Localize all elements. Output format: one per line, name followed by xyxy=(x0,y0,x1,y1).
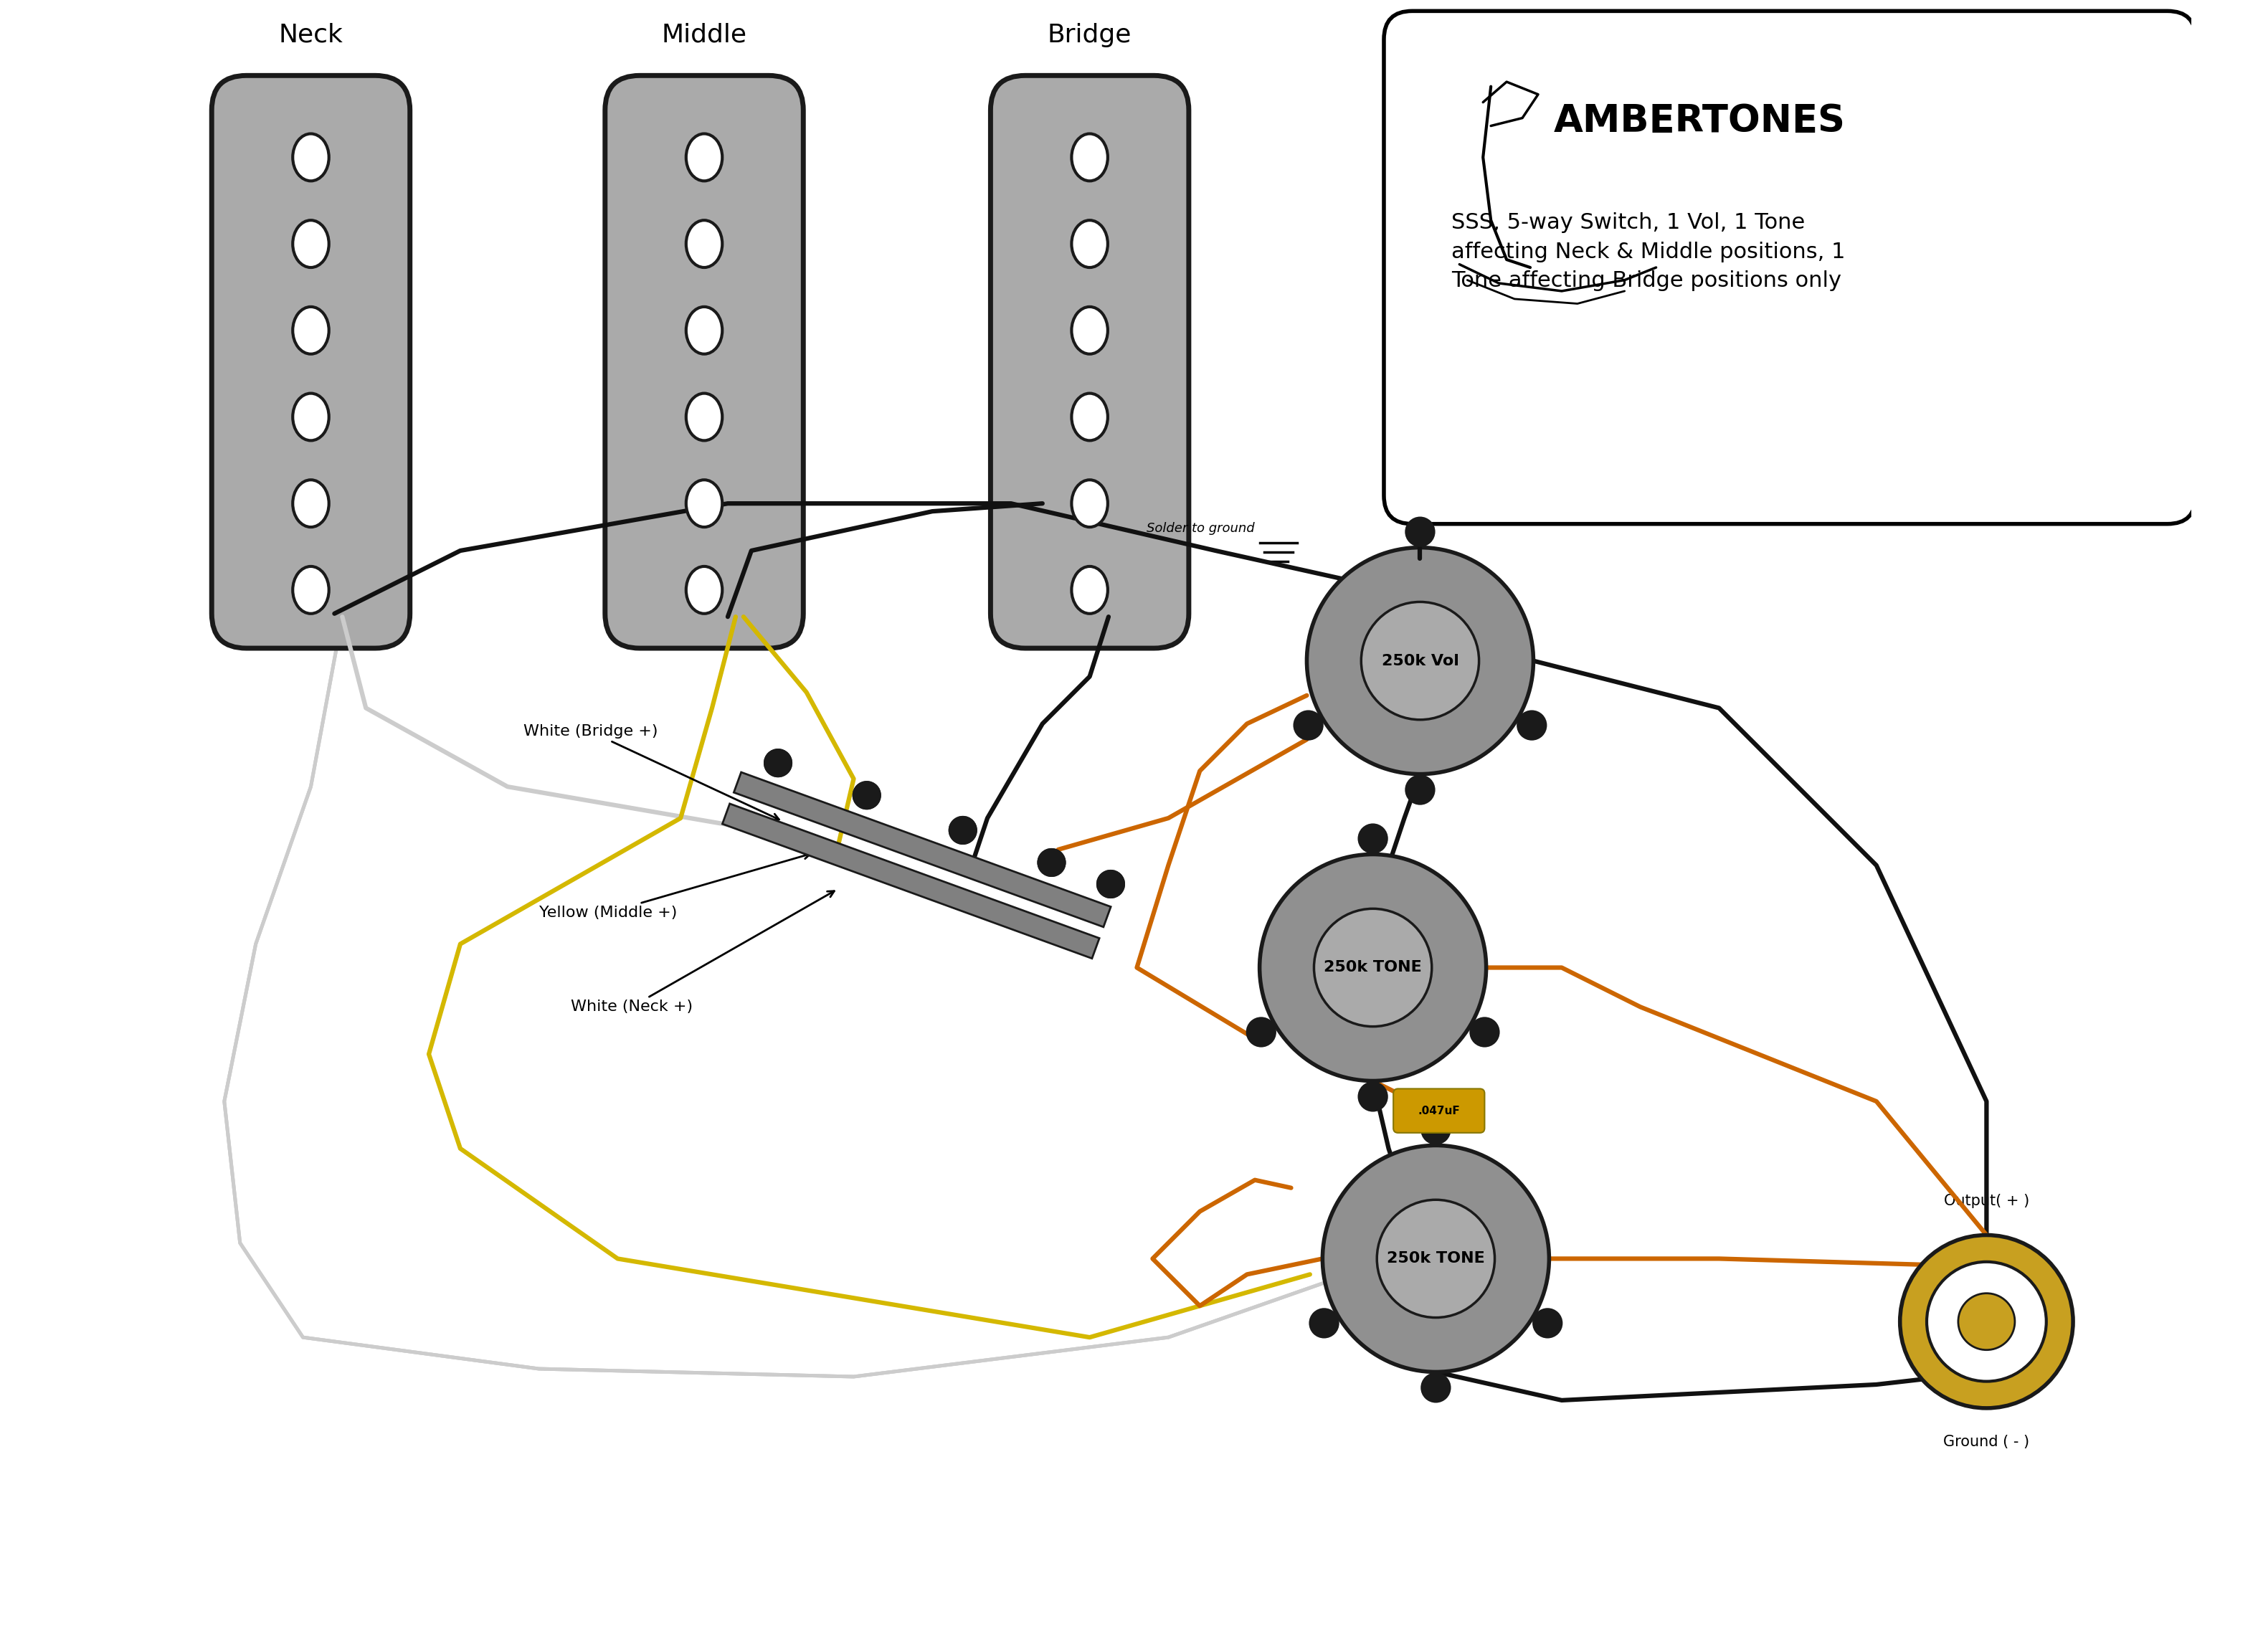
Circle shape xyxy=(1097,871,1124,897)
Circle shape xyxy=(1323,1145,1549,1371)
Circle shape xyxy=(948,816,975,844)
Ellipse shape xyxy=(294,393,330,441)
Circle shape xyxy=(1423,1115,1450,1143)
Ellipse shape xyxy=(1073,479,1109,527)
Circle shape xyxy=(1307,547,1533,775)
Circle shape xyxy=(854,781,881,809)
Ellipse shape xyxy=(686,307,723,354)
Circle shape xyxy=(1039,849,1066,876)
Circle shape xyxy=(1407,776,1434,805)
Circle shape xyxy=(1423,1373,1450,1403)
Text: White (Neck +): White (Neck +) xyxy=(571,890,833,1014)
Circle shape xyxy=(1362,601,1479,720)
Circle shape xyxy=(1359,824,1386,852)
Circle shape xyxy=(1359,1082,1386,1110)
Polygon shape xyxy=(723,803,1100,958)
Ellipse shape xyxy=(1073,567,1109,613)
Text: Neck: Neck xyxy=(278,23,343,48)
Text: Output( + ): Output( + ) xyxy=(1944,1194,2030,1208)
FancyBboxPatch shape xyxy=(991,76,1188,648)
Text: Yellow (Middle +): Yellow (Middle +) xyxy=(540,852,811,920)
Circle shape xyxy=(1533,1308,1563,1338)
FancyBboxPatch shape xyxy=(1384,12,2195,524)
FancyBboxPatch shape xyxy=(1393,1089,1484,1133)
Ellipse shape xyxy=(1073,220,1109,268)
Ellipse shape xyxy=(294,307,330,354)
Ellipse shape xyxy=(686,393,723,441)
Text: Ground ( - ): Ground ( - ) xyxy=(1944,1436,2030,1449)
Circle shape xyxy=(1097,871,1124,897)
Text: .047uF: .047uF xyxy=(1418,1105,1461,1117)
Ellipse shape xyxy=(294,479,330,527)
Circle shape xyxy=(1294,710,1323,740)
FancyBboxPatch shape xyxy=(212,76,411,648)
Circle shape xyxy=(1926,1262,2046,1381)
Circle shape xyxy=(1260,854,1486,1080)
Text: White (Bridge +): White (Bridge +) xyxy=(524,725,779,819)
Ellipse shape xyxy=(686,479,723,527)
Ellipse shape xyxy=(1073,393,1109,441)
Circle shape xyxy=(1470,1018,1499,1046)
Circle shape xyxy=(1246,1018,1276,1046)
Circle shape xyxy=(854,781,881,809)
Circle shape xyxy=(765,750,790,776)
Circle shape xyxy=(1407,517,1434,545)
Text: AMBERTONES: AMBERTONES xyxy=(1554,102,1845,139)
Circle shape xyxy=(1310,1308,1339,1338)
Text: Middle: Middle xyxy=(662,23,747,48)
Text: 250k TONE: 250k TONE xyxy=(1386,1252,1486,1265)
Ellipse shape xyxy=(1073,307,1109,354)
Text: Bridge: Bridge xyxy=(1048,23,1131,48)
Polygon shape xyxy=(734,771,1111,927)
Circle shape xyxy=(1958,1294,2014,1350)
Circle shape xyxy=(1377,1199,1495,1318)
Circle shape xyxy=(1517,710,1547,740)
Text: Solder to ground: Solder to ground xyxy=(1147,522,1255,535)
Ellipse shape xyxy=(686,220,723,268)
Ellipse shape xyxy=(294,134,330,182)
Circle shape xyxy=(1314,909,1432,1026)
Text: 250k Vol: 250k Vol xyxy=(1382,654,1459,667)
Ellipse shape xyxy=(1073,134,1109,182)
Text: SSS, 5-way Switch, 1 Vol, 1 Tone
affecting Neck & Middle positions, 1
Tone affec: SSS, 5-way Switch, 1 Vol, 1 Tone affecti… xyxy=(1452,213,1845,291)
Ellipse shape xyxy=(686,134,723,182)
Ellipse shape xyxy=(686,567,723,613)
FancyBboxPatch shape xyxy=(605,76,804,648)
Ellipse shape xyxy=(294,220,330,268)
Circle shape xyxy=(1899,1236,2073,1408)
Text: 250k TONE: 250k TONE xyxy=(1323,960,1423,975)
Circle shape xyxy=(1039,849,1066,876)
Circle shape xyxy=(948,816,975,844)
Circle shape xyxy=(765,750,790,776)
Ellipse shape xyxy=(294,567,330,613)
